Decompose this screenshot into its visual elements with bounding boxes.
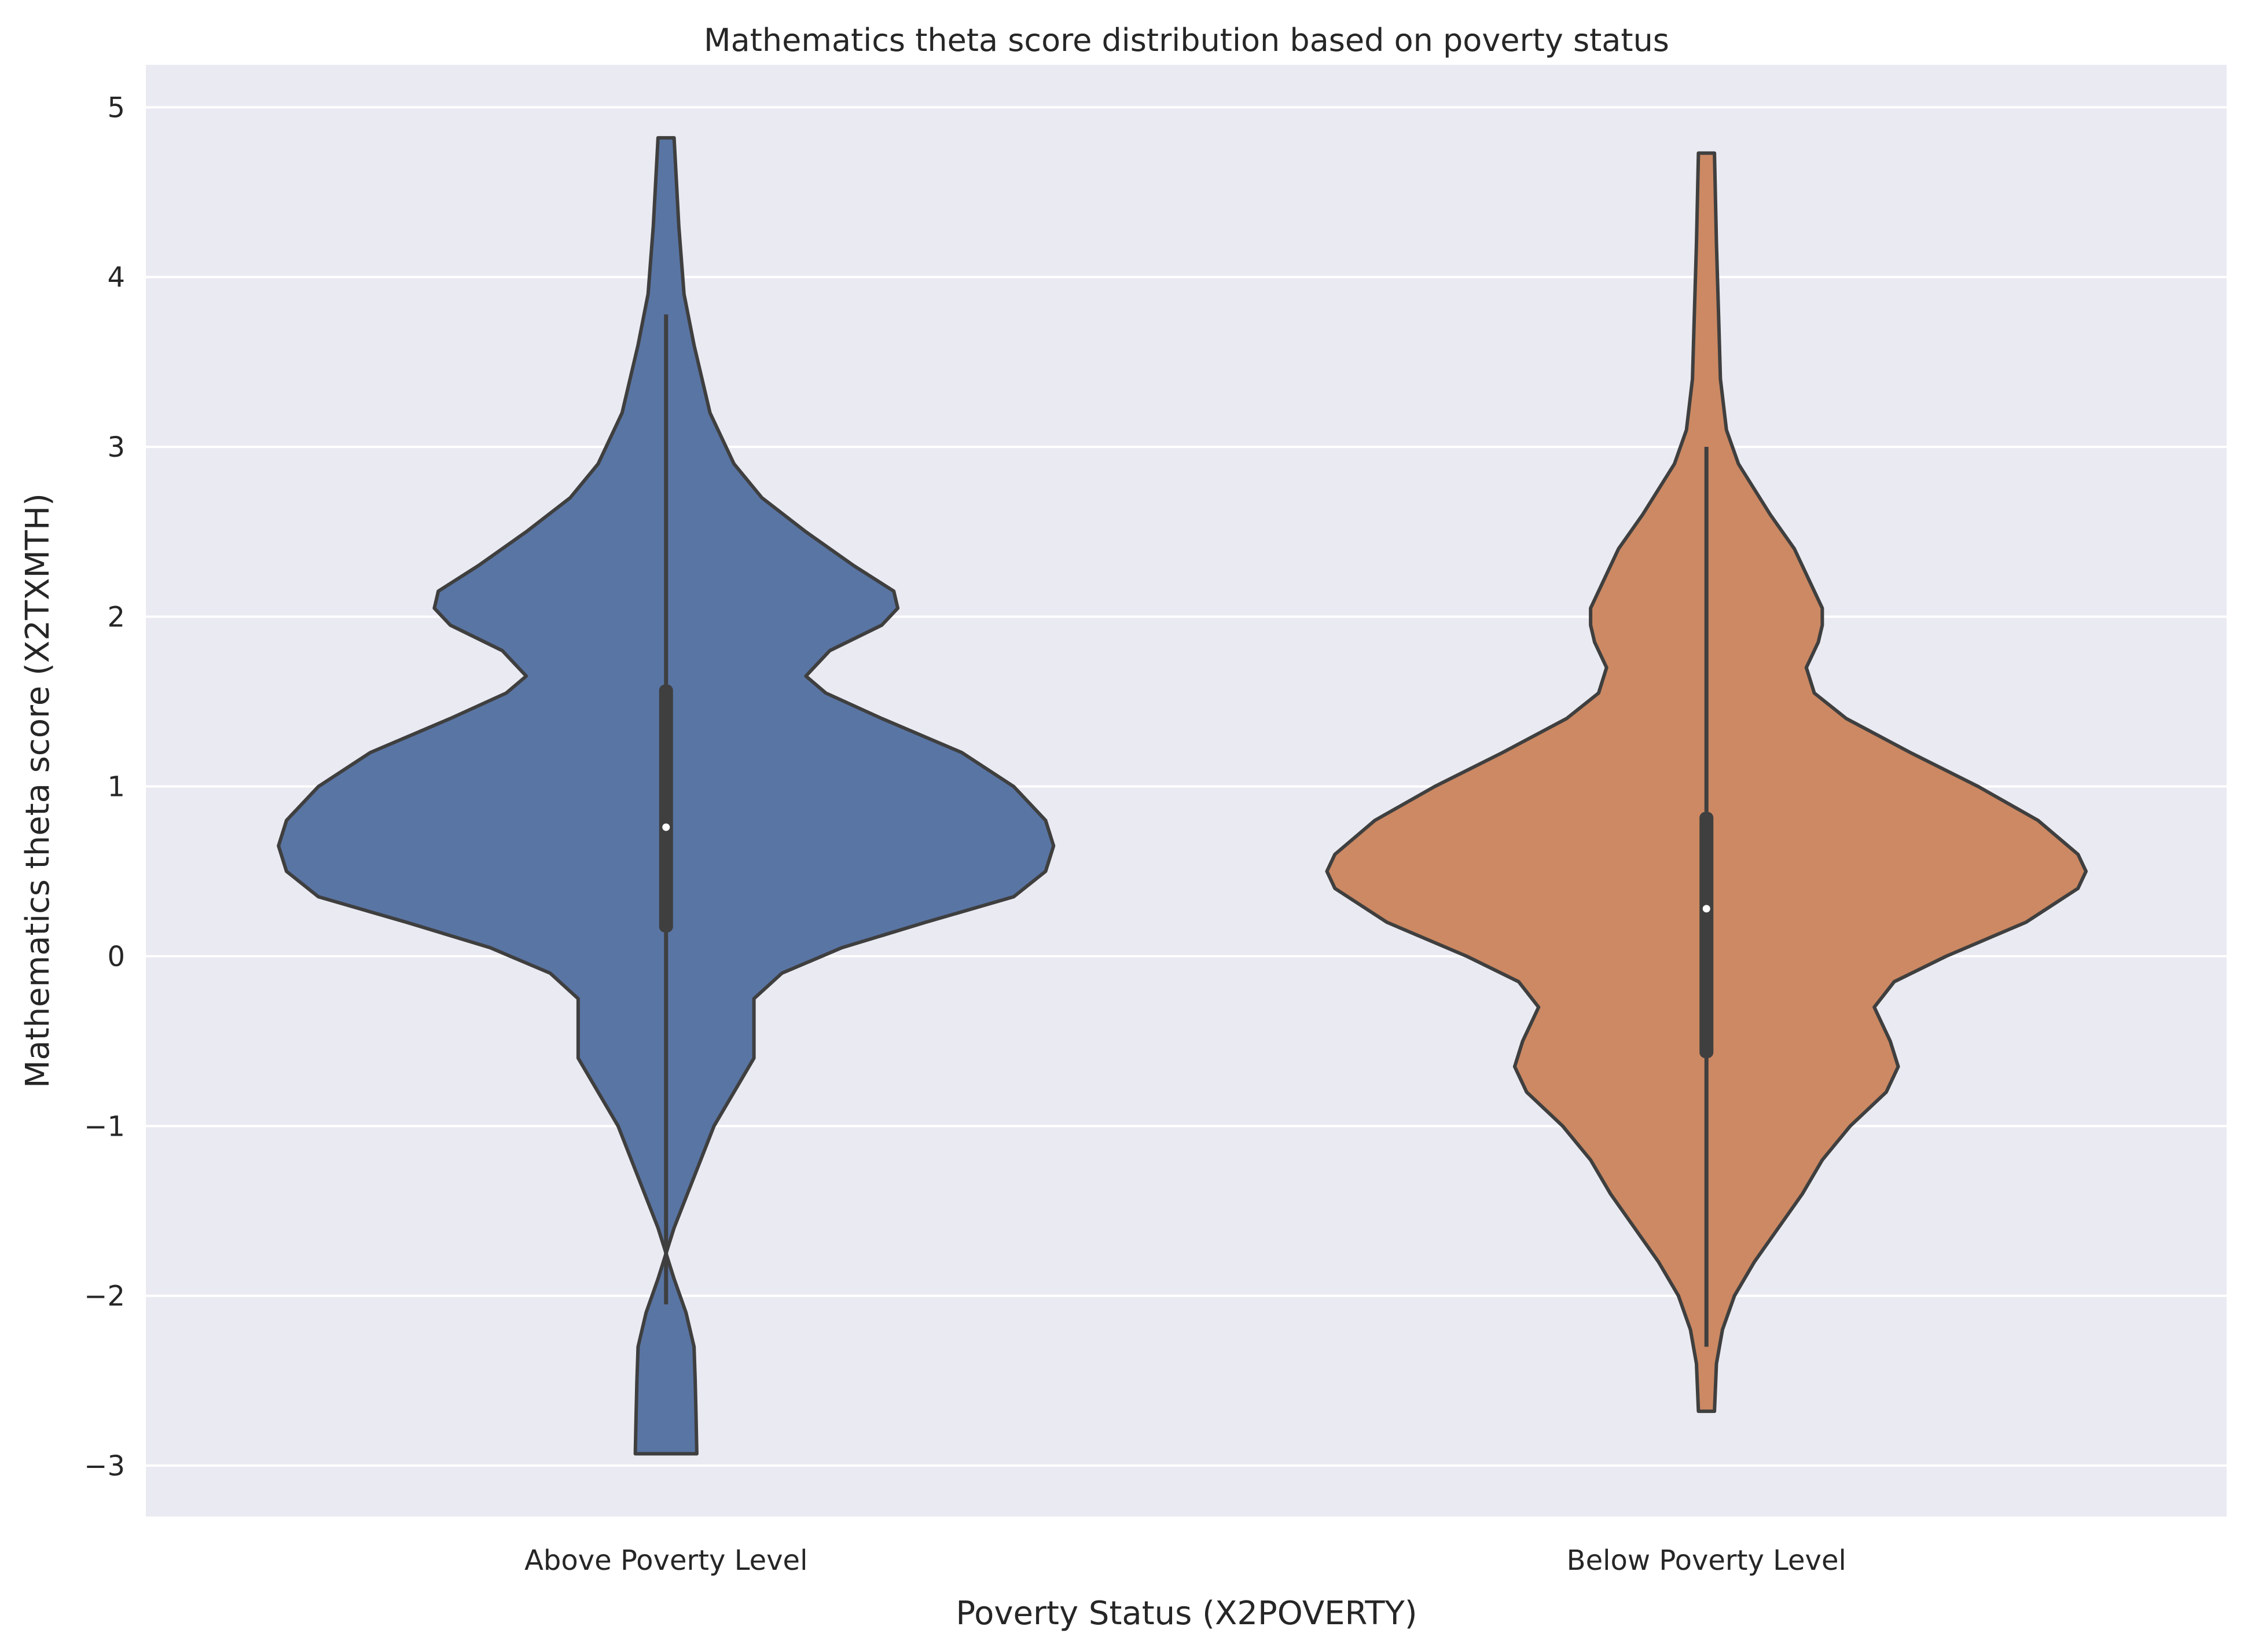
y-tick-label: −1	[84, 1110, 125, 1143]
x-axis-label: Poverty Status (X2POVERTY)	[956, 1595, 1417, 1632]
y-tick-label: 0	[107, 941, 125, 973]
y-tick-label: 3	[107, 431, 125, 464]
y-tick-label: −3	[84, 1450, 125, 1482]
iqr-box	[1699, 812, 1714, 1058]
y-tick-label: 5	[107, 91, 125, 124]
x-tick-label: Above Poverty Level	[524, 1544, 807, 1577]
chart-title: Mathematics theta score distribution bas…	[704, 22, 1669, 58]
y-axis-label: Mathematics theta score (X2TXMTH)	[19, 493, 57, 1088]
iqr-box	[659, 684, 673, 933]
y-tick-label: 2	[107, 601, 125, 633]
median-marker	[662, 823, 670, 831]
grid-lines	[146, 106, 2227, 1467]
x-tick-label: Below Poverty Level	[1567, 1544, 1846, 1577]
x-tick-labels: Above Poverty Level Below Poverty Level	[524, 1544, 1846, 1577]
y-tick-label: 1	[107, 771, 125, 803]
y-tick-label: 4	[107, 262, 125, 294]
y-tick-labels: −3 −2 −1 0 1 2 3 4 5	[84, 91, 125, 1482]
median-marker	[1702, 905, 1710, 913]
violin-series	[277, 136, 2088, 1456]
y-tick-label: −2	[84, 1280, 125, 1313]
